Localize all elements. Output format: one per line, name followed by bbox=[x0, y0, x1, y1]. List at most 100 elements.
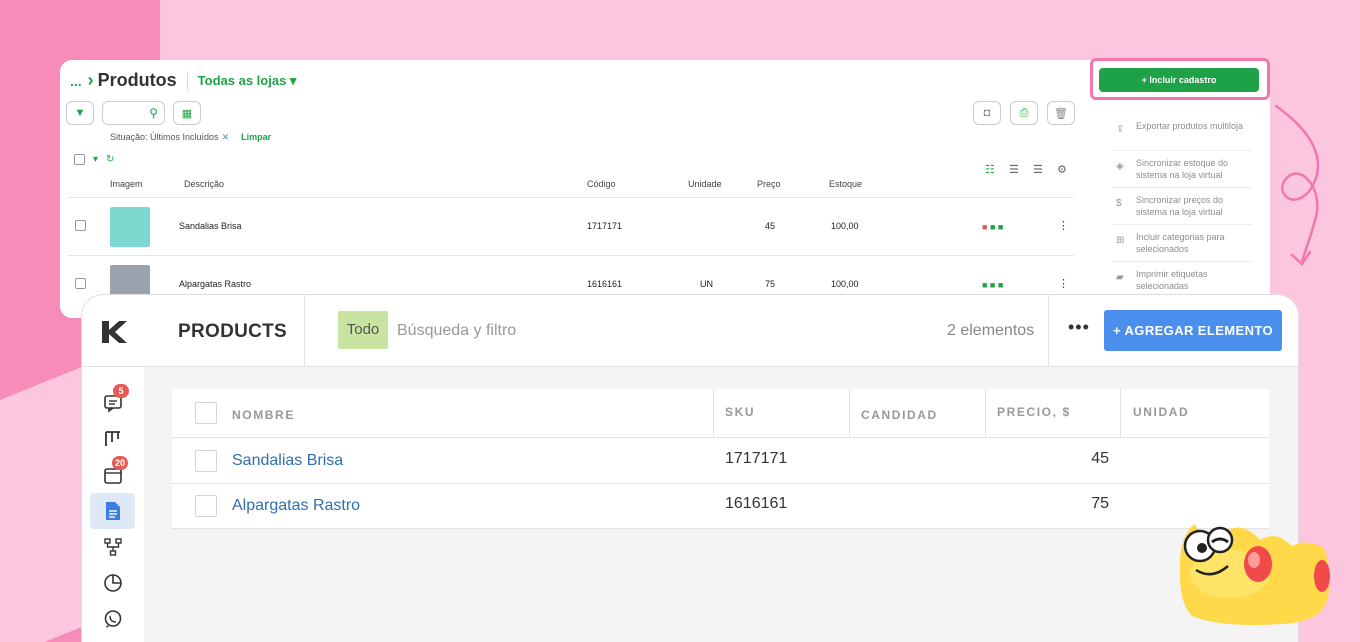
divider bbox=[304, 295, 305, 367]
active-filter: Situação: Últimos Incluídos ✕ Limpar bbox=[110, 132, 271, 143]
product-price: 45 bbox=[1091, 450, 1109, 467]
store-selector[interactable]: Todas as lojas ▾ bbox=[197, 72, 297, 88]
search-icon: ⚲ bbox=[149, 106, 158, 120]
product-price: 45 bbox=[765, 221, 776, 231]
menu-item-export[interactable]: ⇪ Exportar produtos multiloja bbox=[1112, 114, 1252, 151]
table-header: NOMBRE SKU CANDIDAD PRECIO, $ UNIDAD bbox=[172, 389, 1269, 438]
menu-item-label: Sincronizar preços do sistema na loja vi… bbox=[1136, 195, 1224, 217]
column-header-unit[interactable]: UNIDAD bbox=[1133, 405, 1190, 419]
product-sku: 1616161 bbox=[725, 495, 788, 512]
search-input[interactable]: ⚲ bbox=[102, 101, 165, 125]
row-more-icon[interactable]: ⋮ bbox=[1058, 278, 1069, 290]
column-header-price[interactable]: PRECIO, $ bbox=[997, 405, 1071, 419]
row-checkbox[interactable] bbox=[195, 450, 217, 472]
product-description[interactable]: Alpargatas Rastro bbox=[179, 279, 252, 289]
menu-item-sync-stock[interactable]: ◈ Sincronizar estoque do sistema na loja … bbox=[1112, 151, 1252, 188]
select-all-checkbox[interactable] bbox=[74, 154, 85, 165]
row-checkbox[interactable] bbox=[75, 220, 86, 231]
add-element-button[interactable]: + AGREGAR ELEMENTO bbox=[1104, 310, 1282, 351]
row-checkbox[interactable] bbox=[75, 278, 86, 289]
divider bbox=[1120, 389, 1121, 438]
product-description[interactable]: Sandalias Brisa bbox=[179, 221, 242, 231]
front-products-window: PRODUCTS Todo Búsqueda y filtro 2 elemen… bbox=[81, 294, 1299, 642]
product-sku: 1717171 bbox=[725, 450, 788, 467]
pie-chart-icon bbox=[103, 574, 122, 592]
more-options-button[interactable]: ••• bbox=[1068, 317, 1090, 337]
sidebar-item-workflows[interactable] bbox=[90, 529, 135, 565]
column-header-name[interactable]: NOMBRE bbox=[232, 408, 295, 422]
page-title: Produtos bbox=[97, 70, 177, 90]
breadcrumb-dots[interactable]: ... bbox=[70, 72, 82, 89]
filter-tag-all[interactable]: Todo bbox=[338, 311, 388, 349]
actions-menu: ⇪ Exportar produtos multiloja ◈ Sincroniza… bbox=[1100, 108, 1268, 304]
sidebar-item-pipeline[interactable] bbox=[90, 421, 135, 457]
sidebar-item-calendar[interactable]: 20 bbox=[90, 456, 135, 493]
dropdown-arrow-icon[interactable]: ▾ bbox=[93, 154, 99, 165]
table-row[interactable]: Sandalias Brisa 1717171 45 100,00 ■ ■ ■ … bbox=[68, 197, 1074, 255]
filter-situation-label: Situação: Últimos Incluídos bbox=[110, 132, 219, 142]
calendar-button[interactable]: ▦ bbox=[173, 101, 201, 125]
calendar-badge: 20 bbox=[112, 456, 129, 470]
column-header-sku[interactable]: SKU bbox=[725, 405, 756, 419]
curved-arrow-icon bbox=[1274, 104, 1320, 266]
table-row[interactable]: Alpargatas Rastro 1616161 UN 75 100,00 ■… bbox=[68, 255, 1074, 313]
filter-icon: ▼ bbox=[74, 107, 86, 119]
clear-filter-link[interactable]: Limpar bbox=[241, 132, 272, 142]
divider bbox=[849, 389, 850, 438]
filter-button[interactable]: ▼ bbox=[66, 101, 94, 125]
channel-status-icons: ■ ■ ■ bbox=[982, 280, 1004, 290]
sidebar-item-whatsapp[interactable] bbox=[90, 601, 135, 637]
menu-item-label: Sincronizar estoque do sistema na loja v… bbox=[1136, 158, 1229, 180]
document-icon bbox=[105, 502, 120, 520]
product-unit: UN bbox=[700, 279, 713, 289]
product-price: 75 bbox=[765, 279, 776, 289]
table-row[interactable]: Alpargatas Rastro 1616161 75 bbox=[172, 484, 1269, 529]
column-header: Estoque bbox=[829, 179, 863, 189]
calendar-icon: ▦ bbox=[181, 107, 193, 120]
chat-badge: 5 bbox=[113, 384, 129, 398]
select-controls: ▾ ↻ bbox=[74, 154, 114, 165]
product-code: 1616161 bbox=[587, 279, 623, 289]
menu-item-label: Exportar produtos multiloja bbox=[1136, 121, 1244, 131]
row-more-icon[interactable]: ⋮ bbox=[1058, 220, 1069, 232]
back-product-window: ... › Produtos Todas as lojas ▾ ▼ ⚲ ▦ ◘ … bbox=[60, 60, 1270, 318]
product-code: 1717171 bbox=[587, 221, 623, 231]
include-record-button[interactable]: + Incluir cadastro bbox=[1099, 68, 1259, 92]
sidebar-item-products[interactable] bbox=[90, 493, 135, 529]
row-checkbox[interactable] bbox=[195, 495, 217, 517]
divider bbox=[1048, 295, 1049, 367]
product-name-link[interactable]: Alpargatas Rastro bbox=[232, 497, 361, 514]
channel-status-icons: ■ ■ ■ bbox=[982, 222, 1004, 232]
table-row[interactable]: Sandalias Brisa 1717171 45 bbox=[172, 439, 1269, 484]
menu-item-categories[interactable]: ⊞ Incluir categorias para selecionados bbox=[1112, 225, 1252, 262]
breadcrumb: ... › Produtos Todas as lojas ▾ bbox=[70, 70, 296, 91]
refresh-icon[interactable]: ↻ bbox=[106, 154, 115, 165]
product-name-link[interactable]: Sandalias Brisa bbox=[232, 452, 344, 469]
sidebar-item-stats[interactable] bbox=[90, 565, 135, 601]
menu-item-sync-prices[interactable]: $ Sincronizar preços do sistema na loja v… bbox=[1112, 188, 1252, 225]
compact-list-icon[interactable]: ☰ bbox=[1033, 164, 1043, 176]
sidebar: 5 20 bbox=[82, 367, 144, 642]
select-all-checkbox[interactable] bbox=[195, 402, 217, 424]
whatsapp-icon bbox=[104, 610, 121, 628]
print-button[interactable]: ⎙ bbox=[1010, 101, 1038, 125]
column-header-quantity[interactable]: CANDIDAD bbox=[861, 408, 938, 422]
include-highlight: + Incluir cadastro bbox=[1090, 58, 1270, 100]
calendar-icon bbox=[103, 468, 122, 484]
box-icon: ◈ bbox=[1116, 161, 1124, 172]
search-filter-input[interactable]: Búsqueda y filtro bbox=[397, 322, 517, 339]
product-image bbox=[110, 207, 150, 247]
settings-toggle-icon[interactable]: ⚙ bbox=[1057, 164, 1067, 176]
remove-filter-icon[interactable]: ✕ bbox=[221, 132, 230, 142]
crown-mascot-icon bbox=[1179, 524, 1330, 625]
delete-button[interactable]: 🗑 bbox=[1047, 101, 1075, 125]
bag-button[interactable]: ◘ bbox=[973, 101, 1001, 125]
list-view-icon[interactable]: ☰ bbox=[1009, 164, 1019, 176]
trash-icon: 🗑 bbox=[1054, 107, 1068, 120]
label-icon: ▰ bbox=[1116, 272, 1124, 283]
upload-icon: ⇪ bbox=[1116, 124, 1125, 135]
grid-view-icon[interactable]: ☷ bbox=[985, 164, 995, 176]
divider bbox=[186, 70, 188, 91]
bag-icon: ◘ bbox=[983, 107, 991, 119]
sidebar-item-chats[interactable]: 5 bbox=[90, 384, 135, 421]
